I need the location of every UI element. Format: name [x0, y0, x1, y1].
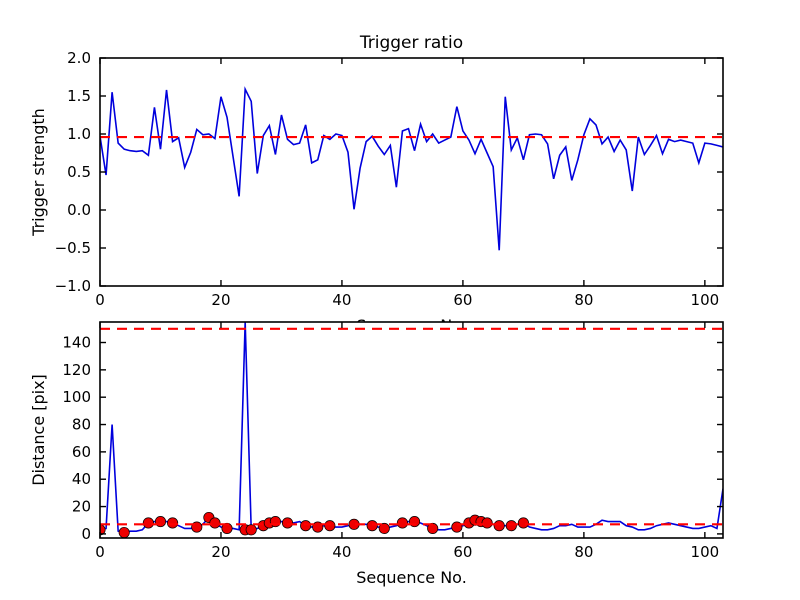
- y-tick-label: 100: [62, 388, 91, 406]
- data-layer: [100, 322, 723, 538]
- y-tick-label: 140: [62, 334, 91, 352]
- data-marker: [493, 520, 505, 532]
- y-tick-label: 40: [72, 470, 91, 488]
- y-axis-label: Distance [pix]: [29, 374, 48, 486]
- data-marker: [396, 517, 408, 529]
- data-marker: [366, 520, 378, 532]
- x-tick-label: 0: [95, 543, 105, 561]
- y-tick-label: −1.0: [55, 277, 91, 295]
- data-marker: [481, 517, 493, 529]
- data-layer: [100, 86, 723, 251]
- data-marker: [378, 522, 390, 534]
- y-tick-label: 0.5: [67, 163, 91, 181]
- y-tick-label: 120: [62, 361, 91, 379]
- y-tick-label: 2.0: [67, 49, 91, 67]
- x-tick-label: 100: [691, 291, 720, 309]
- x-tick-label: 0: [95, 291, 105, 309]
- data-marker: [167, 517, 179, 529]
- data-marker: [281, 517, 294, 529]
- x-tick-label: 40: [332, 543, 351, 561]
- y-tick-label: 0.0: [67, 201, 91, 219]
- x-tick-label: 100: [691, 543, 720, 561]
- x-tick-label: 80: [574, 543, 593, 561]
- marker-group: [100, 511, 529, 538]
- data-marker: [312, 521, 324, 533]
- axes-trigger-ratio: 0 20 40 60 80 100 −1.0 −0.5 0.0 0.5 1.0 1.5 2.0 Trigg…: [29, 33, 724, 335]
- data-marker: [324, 520, 336, 532]
- data-line: [100, 86, 723, 251]
- data-marker: [118, 526, 130, 538]
- y-tick-label: 0: [81, 525, 91, 543]
- y-tick-label: 1.5: [67, 87, 91, 105]
- data-marker: [517, 517, 529, 529]
- y-tick-label: 80: [72, 416, 91, 434]
- plot-background: [100, 322, 723, 538]
- axes-frame: [99, 321, 724, 539]
- x-tick-label: 20: [211, 543, 230, 561]
- x-tick-label: 60: [453, 543, 472, 561]
- data-marker: [245, 524, 257, 536]
- plot-background: [100, 58, 723, 286]
- axes-distance: 0 20 40 60 80 100 0 20 40 60 80 100 120 140 Distance […: [29, 321, 724, 587]
- x-tick-label: 80: [574, 291, 593, 309]
- y-tick-label: −0.5: [55, 239, 91, 257]
- y-tick-label: 60: [72, 443, 91, 461]
- data-marker: [505, 520, 517, 532]
- data-marker: [300, 520, 312, 532]
- data-marker: [142, 517, 154, 529]
- y-tick-label: 20: [72, 498, 91, 516]
- y-axis-label: Trigger strength: [29, 108, 48, 237]
- x-tick-label: 20: [211, 291, 230, 309]
- x-axis-label: Sequence No.: [356, 568, 467, 587]
- plot-title: Trigger ratio: [359, 33, 463, 53]
- x-tick-label: 60: [453, 291, 472, 309]
- x-tick-label: 40: [332, 291, 351, 309]
- y-tick-label: 1.0: [67, 125, 91, 143]
- data-marker: [209, 517, 221, 529]
